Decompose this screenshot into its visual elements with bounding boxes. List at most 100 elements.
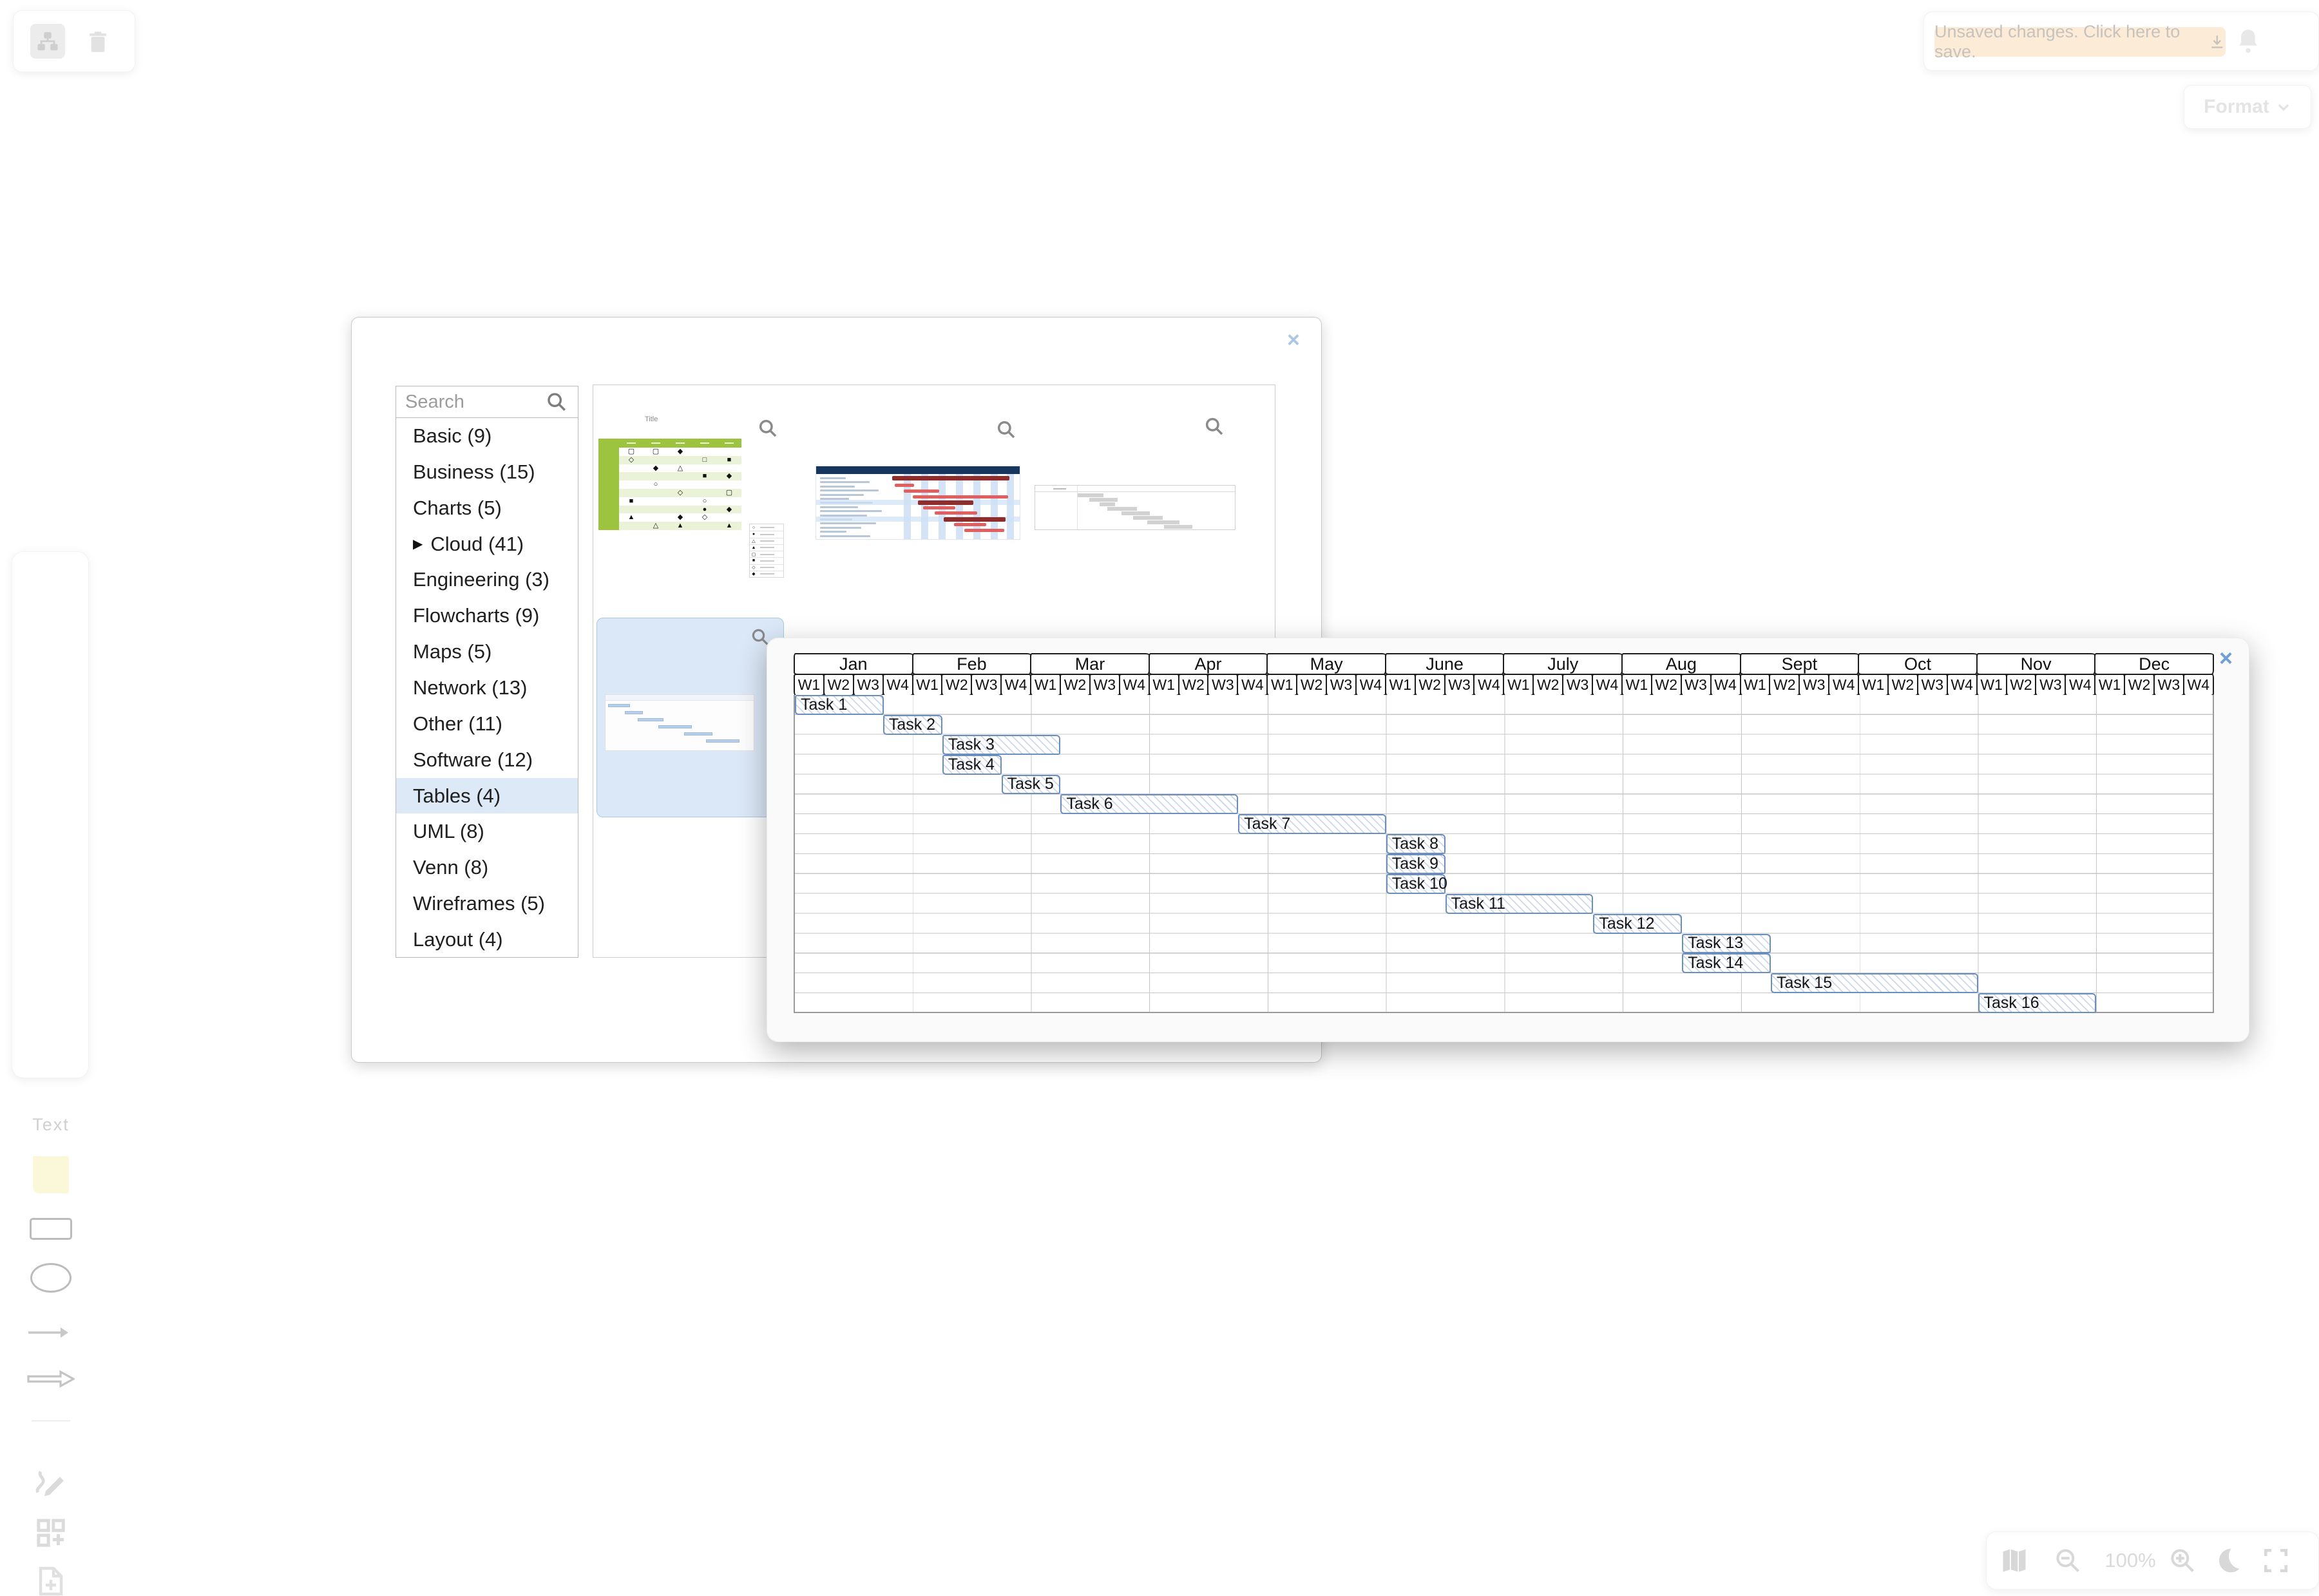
week-header-cell: W2 <box>1414 674 1446 696</box>
preview-zoom-icon[interactable] <box>1204 416 1225 437</box>
category-item-maps[interactable]: Maps (5) <box>396 634 578 670</box>
week-header-cell: W3 <box>1680 674 1712 696</box>
text-tool[interactable]: Text <box>12 1115 90 1135</box>
preview-zoom-icon[interactable] <box>758 418 778 439</box>
gantt-task-label: Task 14 <box>1688 954 1744 973</box>
template-thumbnail-project-plan[interactable] <box>816 466 1020 540</box>
week-header-cell: W1 <box>1266 674 1298 696</box>
template-thumbnail-legend[interactable]: ○ ● △ ▲ ▢ ■ ◇ ◆ <box>749 524 784 578</box>
gantt-task-bar[interactable]: Task 10 <box>1386 873 1447 894</box>
more-shapes-tool[interactable] <box>12 1518 90 1548</box>
sticky-note-icon <box>33 1156 69 1193</box>
new-page-tool[interactable] <box>12 1566 90 1596</box>
fullscreen-button[interactable] <box>2262 1547 2289 1574</box>
category-label: Software (12) <box>413 748 533 771</box>
gantt-task-label: Task 2 <box>888 715 936 734</box>
month-header-cell: Aug <box>1621 653 1741 675</box>
expand-caret-icon[interactable]: ▶ <box>413 537 423 551</box>
week-header-cell: W4 <box>2065 674 2096 696</box>
gantt-task-bar[interactable]: Task 2 <box>883 714 942 735</box>
week-header-cell: W2 <box>1769 674 1800 696</box>
gantt-task-bar[interactable]: Task 3 <box>942 734 1061 755</box>
category-item-charts[interactable]: Charts (5) <box>396 490 578 526</box>
ellipse-icon <box>30 1263 72 1293</box>
diagram-mode-button[interactable] <box>30 24 65 59</box>
category-item-wireframes[interactable]: Wireframes (5) <box>396 886 578 922</box>
unsaved-changes-text: Unsaved changes. Click here to save. <box>1934 22 2181 61</box>
minimap-button[interactable] <box>2001 1548 2028 1573</box>
category-label: Tables (4) <box>413 784 501 807</box>
category-item-flowcharts[interactable]: Flowcharts (9) <box>396 598 578 634</box>
category-item-uml[interactable]: UML (8) <box>396 813 578 850</box>
week-header-cell: W1 <box>1148 674 1179 696</box>
zoom-level[interactable]: 100% <box>2095 1549 2166 1572</box>
template-thumbnail-status-table[interactable]: ▢ ▢ ◆ ◇ □ ■ ◆ △ ■ ◆ ○ ◇ ▢ ■ ○ ● ◆ ▲ ◆ ◇ △ ▲ ▲ <box>598 439 741 530</box>
gantt-task-label: Task 12 <box>1599 914 1655 933</box>
preview-zoom-icon[interactable] <box>996 419 1016 440</box>
rectangle-icon <box>30 1218 72 1240</box>
text-tool-label: Text <box>32 1115 70 1134</box>
trash-icon <box>89 32 107 52</box>
gantt-task-bar[interactable]: Task 9 <box>1386 854 1446 874</box>
search-input[interactable] <box>396 391 544 413</box>
month-header-cell: Oct <box>1858 653 1978 675</box>
rectangle-tool[interactable] <box>12 1218 90 1240</box>
category-item-network[interactable]: Network (13) <box>396 670 578 706</box>
gantt-task-bar[interactable]: Task 4 <box>942 754 1002 775</box>
dialog-close-button[interactable]: × <box>1287 328 1300 352</box>
dark-mode-button[interactable] <box>2213 1546 2242 1575</box>
gantt-task-bar[interactable]: Task 13 <box>1682 933 1771 954</box>
delete-button[interactable] <box>82 25 114 59</box>
category-item-engineering[interactable]: Engineering (3) <box>396 562 578 598</box>
gantt-task-bar[interactable]: Task 12 <box>1593 913 1683 934</box>
ellipse-tool[interactable] <box>12 1263 90 1293</box>
gantt-task-label: Task 4 <box>948 755 995 774</box>
unsaved-changes-banner[interactable]: Unsaved changes. Click here to save. <box>1934 22 2226 61</box>
arrow-tool[interactable] <box>12 1325 90 1340</box>
gantt-task-bar[interactable]: Task 1 <box>795 695 884 715</box>
block-arrow-icon <box>27 1370 75 1388</box>
format-menu-button[interactable]: Format <box>2184 85 2311 129</box>
gantt-task-bar[interactable]: Task 8 <box>1386 834 1446 855</box>
gantt-task-label: Task 8 <box>1391 835 1439 853</box>
gantt-task-bar[interactable]: Task 15 <box>1770 973 1978 994</box>
freehand-tool[interactable] <box>12 1467 90 1496</box>
block-arrow-tool[interactable] <box>12 1370 90 1388</box>
gantt-week-header: W1 W2 W3 W4 W1 W2 W3 W4 W1 W2 W3 W4 W1 W2 W3 W4 W1 W2 W3 W4… <box>794 674 2214 696</box>
template-thumbnail-gantt-gray[interactable] <box>1035 485 1236 530</box>
gantt-task-bar[interactable]: Task 7 <box>1238 814 1386 835</box>
category-label: Maps (5) <box>413 640 492 663</box>
week-header-cell: W3 <box>971 674 1002 696</box>
zoom-out-button[interactable] <box>2054 1546 2082 1575</box>
sticky-note-tool[interactable] <box>12 1156 90 1193</box>
category-label: Venn (8) <box>413 856 489 879</box>
gantt-task-label: Task 10 <box>1391 874 1447 893</box>
gantt-task-bar[interactable]: Task 11 <box>1445 893 1594 914</box>
zoom-in-button[interactable] <box>2168 1546 2197 1575</box>
category-item-layout[interactable]: Layout (4) <box>396 922 578 957</box>
category-item-other[interactable]: Other (11) <box>396 706 578 742</box>
gantt-task-bar[interactable]: Task 16 <box>1978 993 2097 1014</box>
category-item-software[interactable]: Software (12) <box>396 742 578 778</box>
category-item-basic[interactable]: Basic (9) <box>396 418 578 454</box>
gantt-task-bar[interactable]: Task 5 <box>1001 774 1061 795</box>
category-item-tables[interactable]: Tables (4) <box>396 777 578 814</box>
category-item-cloud[interactable]: ▶ Cloud (41) <box>396 526 578 562</box>
diagram-icon <box>37 32 58 51</box>
notifications-button[interactable] <box>2236 28 2260 53</box>
week-header-cell: W1 <box>911 674 943 696</box>
gantt-task-bar[interactable]: Task 14 <box>1682 953 1771 974</box>
moon-icon <box>2219 1548 2240 1573</box>
week-header-cell: W3 <box>1799 674 1830 696</box>
template-thumbnail-gantt-selected[interactable] <box>596 618 784 817</box>
save-download-icon <box>2211 35 2223 48</box>
preview-zoom-icon[interactable] <box>750 627 770 647</box>
category-label: UML (8) <box>413 820 484 843</box>
gantt-task-bar[interactable]: Task 6 <box>1060 794 1239 815</box>
week-header-cell: W4 <box>1237 674 1268 696</box>
category-item-venn[interactable]: Venn (8) <box>396 850 578 886</box>
category-label: Business (15) <box>413 460 535 483</box>
shape-palette-sidebar: Text <box>12 551 89 1596</box>
category-item-business[interactable]: Business (15) <box>396 454 578 490</box>
popup-close-button[interactable]: × <box>2219 645 2233 671</box>
